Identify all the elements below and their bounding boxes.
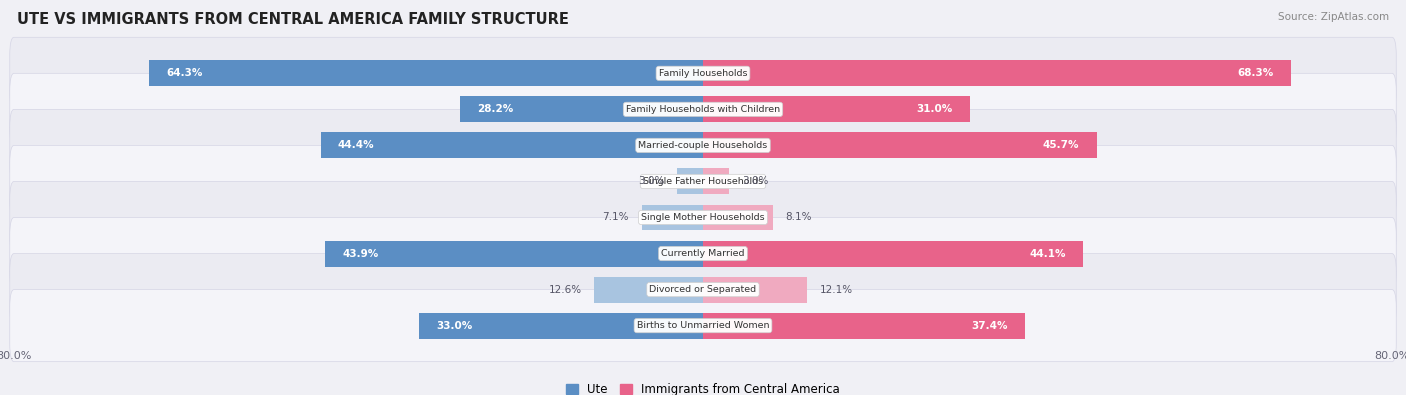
FancyBboxPatch shape — [10, 73, 1396, 145]
Text: UTE VS IMMIGRANTS FROM CENTRAL AMERICA FAMILY STRUCTURE: UTE VS IMMIGRANTS FROM CENTRAL AMERICA F… — [17, 12, 569, 27]
FancyBboxPatch shape — [10, 37, 1396, 109]
Text: 45.7%: 45.7% — [1043, 140, 1080, 150]
Text: 12.1%: 12.1% — [820, 284, 853, 295]
Text: 68.3%: 68.3% — [1237, 68, 1274, 78]
Text: 37.4%: 37.4% — [972, 321, 1008, 331]
Text: 64.3%: 64.3% — [166, 68, 202, 78]
Text: 33.0%: 33.0% — [436, 321, 472, 331]
Text: Single Father Households: Single Father Households — [643, 177, 763, 186]
FancyBboxPatch shape — [10, 181, 1396, 254]
FancyBboxPatch shape — [10, 254, 1396, 325]
FancyBboxPatch shape — [10, 109, 1396, 181]
Text: 3.0%: 3.0% — [742, 177, 768, 186]
Bar — [678, 169, 703, 194]
Bar — [703, 205, 773, 230]
Bar — [703, 313, 1025, 339]
Text: 3.0%: 3.0% — [638, 177, 664, 186]
Text: Source: ZipAtlas.com: Source: ZipAtlas.com — [1278, 12, 1389, 22]
Text: Divorced or Separated: Divorced or Separated — [650, 285, 756, 294]
FancyBboxPatch shape — [10, 145, 1396, 218]
Text: 8.1%: 8.1% — [786, 213, 813, 222]
Text: Married-couple Households: Married-couple Households — [638, 141, 768, 150]
Text: 7.1%: 7.1% — [602, 213, 628, 222]
Text: 44.4%: 44.4% — [337, 140, 374, 150]
Bar — [460, 96, 703, 122]
Bar — [595, 276, 703, 303]
Text: 12.6%: 12.6% — [548, 284, 582, 295]
Text: Family Households: Family Households — [659, 69, 747, 78]
Bar — [703, 241, 1083, 267]
Bar — [703, 132, 1097, 158]
FancyBboxPatch shape — [10, 290, 1396, 362]
Text: Births to Unmarried Women: Births to Unmarried Women — [637, 321, 769, 330]
Bar — [703, 169, 728, 194]
Text: 28.2%: 28.2% — [478, 104, 513, 115]
Bar — [321, 132, 703, 158]
Text: 44.1%: 44.1% — [1029, 248, 1066, 259]
Text: 31.0%: 31.0% — [917, 104, 953, 115]
Legend: Ute, Immigrants from Central America: Ute, Immigrants from Central America — [561, 379, 845, 395]
Bar — [149, 60, 703, 86]
Bar — [419, 313, 703, 339]
Bar — [325, 241, 703, 267]
Text: Family Households with Children: Family Households with Children — [626, 105, 780, 114]
Text: Single Mother Households: Single Mother Households — [641, 213, 765, 222]
Bar — [703, 276, 807, 303]
Text: Currently Married: Currently Married — [661, 249, 745, 258]
Bar — [703, 96, 970, 122]
FancyBboxPatch shape — [10, 218, 1396, 290]
Text: 43.9%: 43.9% — [342, 248, 378, 259]
Bar — [643, 205, 703, 230]
Bar — [703, 60, 1291, 86]
